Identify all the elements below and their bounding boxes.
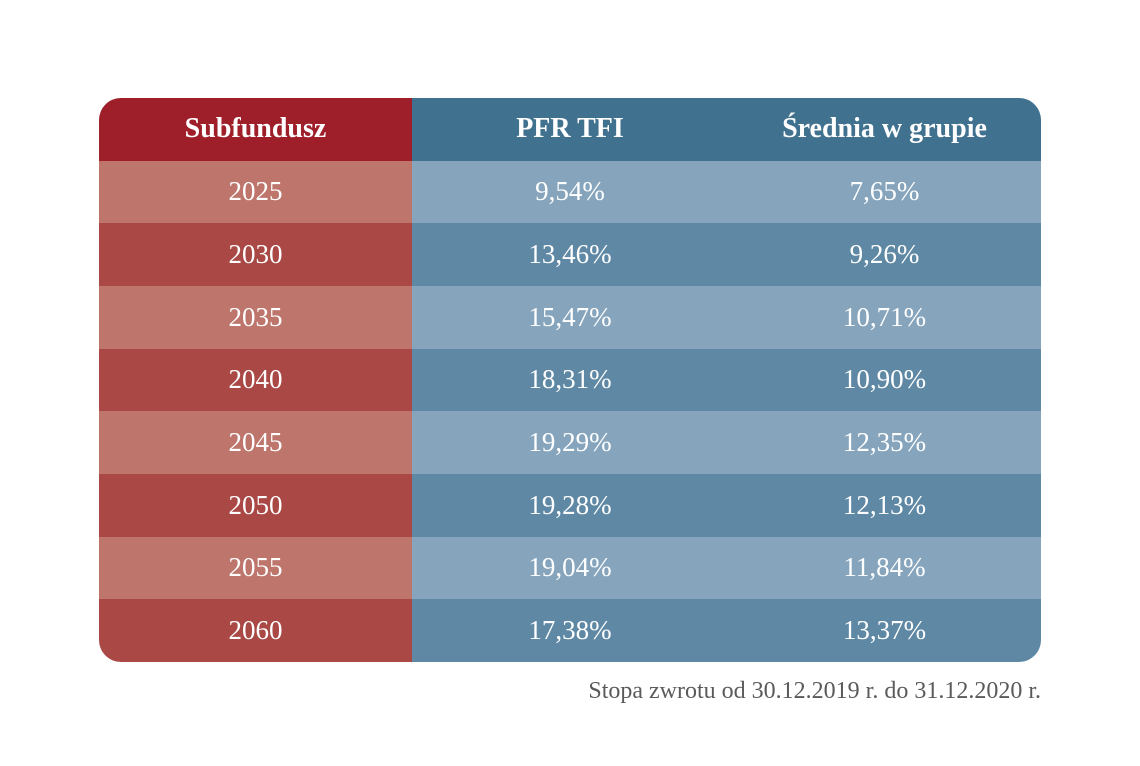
cell-subfundusz: 2025 — [99, 160, 412, 224]
cell-srednia: 7,65% — [728, 160, 1041, 224]
cell-pfr-tfi: 19,28% — [412, 474, 728, 537]
cell-subfundusz: 2050 — [99, 474, 412, 537]
cell-pfr-tfi: 19,04% — [412, 536, 728, 600]
cell-srednia: 10,71% — [728, 286, 1041, 349]
cell-srednia: 11,84% — [728, 536, 1041, 600]
cell-pfr-tfi: 15,47% — [412, 286, 728, 349]
cell-subfundusz: 2045 — [99, 411, 412, 474]
cell-srednia: 10,90% — [728, 348, 1041, 412]
cell-subfundusz: 2040 — [99, 348, 412, 412]
cell-srednia: 12,35% — [728, 411, 1041, 474]
cell-subfundusz: 2030 — [99, 223, 412, 286]
cell-srednia: 9,26% — [728, 223, 1041, 286]
cell-srednia: 13,37% — [728, 599, 1041, 662]
header-subfundusz: Subfundusz — [99, 98, 412, 161]
cell-pfr-tfi: 17,38% — [412, 599, 728, 662]
cell-subfundusz: 2060 — [99, 599, 412, 662]
cell-subfundusz: 2035 — [99, 286, 412, 349]
cell-srednia: 12,13% — [728, 474, 1041, 537]
footnote: Stopa zwrotu od 30.12.2019 r. do 31.12.2… — [588, 678, 1041, 704]
cell-pfr-tfi: 18,31% — [412, 348, 728, 412]
header-srednia: Średnia w grupie — [728, 98, 1041, 161]
header-pfr-tfi: PFR TFI — [412, 98, 728, 161]
cell-pfr-tfi: 13,46% — [412, 223, 728, 286]
cell-subfundusz: 2055 — [99, 536, 412, 600]
cell-pfr-tfi: 19,29% — [412, 411, 728, 474]
returns-table: Subfundusz PFR TFI Średnia w grupie 2025… — [99, 98, 1041, 662]
cell-pfr-tfi: 9,54% — [412, 160, 728, 224]
